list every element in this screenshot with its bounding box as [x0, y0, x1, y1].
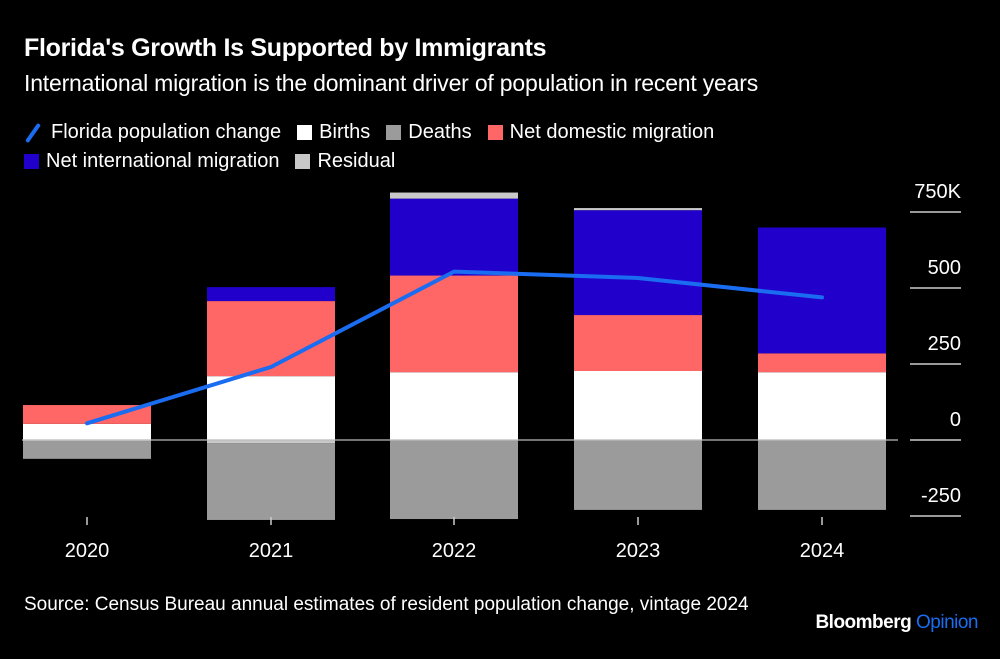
bar-deaths-2021 [207, 443, 335, 520]
legend-label: Florida population change [51, 121, 282, 143]
legend-label: Residual [317, 150, 396, 172]
bar-births-2021 [207, 376, 335, 440]
bar-net-domestic-migration-2022 [390, 275, 518, 373]
bar-deaths-2023 [574, 440, 702, 510]
bar-deaths-2024 [758, 440, 886, 510]
legend-row-2: Net international migration Residual [24, 147, 884, 176]
chart-subtitle: International migration is the dominant … [24, 70, 758, 96]
bar-net-domestic-migration-2024 [758, 353, 886, 373]
legend-label: Deaths [408, 121, 472, 143]
bar-births-2022 [390, 372, 518, 440]
bar-deaths-2020 [23, 440, 151, 459]
brand-logo: Bloomberg Opinion [815, 612, 978, 634]
x-tick-label: 2024 [800, 540, 845, 562]
legend-swatch-icon [297, 125, 313, 140]
bars-layer [23, 192, 886, 520]
legend-item-residual: Residual [295, 147, 395, 176]
y-tick-label: 750K [914, 181, 961, 203]
legend-item-deaths: Deaths [386, 118, 472, 147]
bar-net-international-migration-2021 [207, 287, 335, 302]
legend-item-net-domestic: Net domestic migration [487, 118, 715, 147]
bar-net-international-migration-2023 [574, 210, 702, 316]
legend-item-population-change: Florida population change [24, 118, 281, 147]
bar-net-domestic-migration-2020 [23, 405, 151, 424]
brand-accent: Opinion [916, 612, 979, 633]
legend-item-births: Births [297, 118, 370, 147]
axis-layer: 2020 2021 2022 2023 2024 750K 500 250 0 -250 [22, 181, 962, 562]
bar-residual-2022 [390, 192, 518, 199]
legend-swatch-icon [386, 125, 402, 140]
legend-label: Net domestic migration [509, 121, 715, 143]
bar-residual-2023 [574, 208, 702, 211]
bar-net-international-migration-2022 [390, 198, 518, 276]
legend-swatch-icon [487, 125, 503, 140]
bar-deaths-2022 [390, 440, 518, 520]
legend-label: Net international migration [46, 150, 280, 172]
x-tick-label: 2021 [249, 540, 294, 562]
bar-births-2023 [574, 370, 702, 440]
chart-title: Florida's Growth Is Supported by Immigra… [24, 34, 547, 62]
x-tick-label: 2023 [616, 540, 661, 562]
bar-net-domestic-migration-2023 [574, 315, 702, 371]
bar-net-international-migration-2024 [758, 227, 886, 354]
x-tick-label: 2020 [65, 540, 110, 562]
legend-item-net-international: Net international migration [24, 147, 279, 176]
bar-residual-2021 [207, 440, 335, 444]
legend-swatch-icon [295, 154, 311, 169]
line-layer [85, 269, 824, 426]
x-tick-label: 2022 [432, 540, 477, 562]
y-tick-label: 250 [928, 333, 961, 355]
bar-births-2024 [758, 372, 886, 440]
y-tick-label: 500 [928, 257, 961, 279]
y-tick-label: -250 [921, 485, 961, 507]
legend: Florida population change Births Deaths … [24, 118, 884, 176]
legend-label: Births [319, 121, 371, 143]
legend-row-1: Florida population change Births Deaths … [24, 118, 884, 147]
bar-births-2020 [23, 423, 151, 440]
source-note: Source: Census Bureau annual estimates o… [24, 594, 749, 615]
legend-swatch-icon [24, 154, 39, 169]
bar-net-domestic-migration-2021 [207, 301, 335, 377]
y-tick-label: 0 [950, 409, 961, 431]
brand-main: Bloomberg [815, 612, 912, 633]
